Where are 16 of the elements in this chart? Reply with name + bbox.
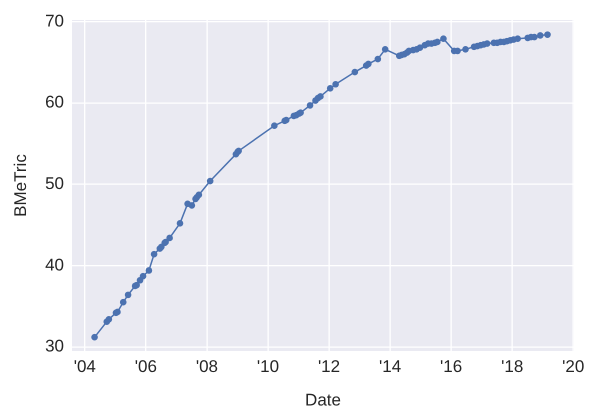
x-tick-label: '10 [256, 356, 280, 376]
x-tick-label: '06 [134, 356, 157, 376]
x-tick-label: '20 [562, 356, 584, 376]
y-axis-title: BMeTric [10, 154, 30, 217]
x-tick-label: '14 [379, 356, 402, 376]
y-tick-label: 70 [45, 11, 64, 30]
y-tick-label: 30 [45, 336, 64, 356]
x-tick-label: '08 [196, 356, 218, 376]
x-tick-label: '16 [440, 356, 462, 376]
y-tick-label: 40 [45, 255, 64, 274]
y-tick-label: 60 [45, 92, 64, 112]
x-tick-label: '12 [318, 356, 340, 376]
y-tick-label: 50 [45, 174, 64, 193]
x-tick-label: '04 [74, 356, 96, 376]
x-axis-title: Date [305, 390, 341, 410]
x-tick-label: '18 [501, 356, 524, 376]
